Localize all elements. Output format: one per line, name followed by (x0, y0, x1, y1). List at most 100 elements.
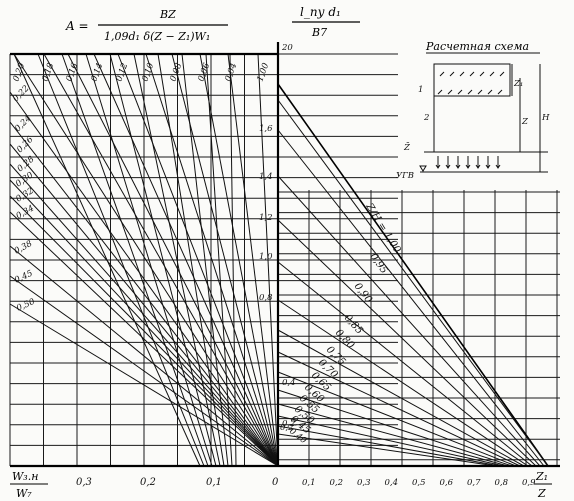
left-axis-label-num: W₃.н (12, 470, 38, 483)
zh-value-labels: Z/H = 1,00 0,95 0,90 0,85 0,80 0,75 0,70… (280, 201, 403, 446)
right-axis-ticks: 0,1 0,2 0,3 0,4 0,5 0,6 0,7 0,8 0,9 (302, 478, 536, 488)
y-tick: 1,6 (259, 124, 273, 134)
x-tick-left: 0,2 (140, 477, 156, 488)
scheme-label-1: 1 (418, 85, 423, 95)
a-ray (43, 53, 279, 467)
a-ray (67, 53, 279, 467)
a-ray (205, 53, 233, 467)
a-ray (133, 53, 221, 467)
x-tick-zero: 0 (272, 477, 279, 488)
zh-ray (277, 433, 497, 467)
a-label: 0,06 (196, 61, 212, 83)
formula-left-denominator: 1,09d₁ δ(Z − Z₁)W₁ (104, 30, 210, 43)
a-label: 0,24 (13, 114, 33, 134)
left-axis-label: W₃.н W₇ (10, 470, 48, 500)
zh-ray (277, 99, 549, 467)
zh-ray (277, 351, 521, 467)
zh-ray (277, 329, 525, 467)
formula-right: l_пу d₁ B7 (292, 5, 360, 39)
a-ray (181, 53, 229, 467)
a-label: 0,30 (14, 170, 36, 189)
zh-rays (277, 83, 549, 467)
a-ray (61, 53, 209, 467)
x-tick-right: 0,4 (385, 478, 399, 488)
scheme-label-h: H (541, 113, 550, 123)
a-label: 0,16 (64, 61, 80, 83)
a-ray (145, 53, 279, 467)
a-label: 0,50 (15, 297, 37, 314)
a-ray (227, 53, 279, 467)
y-tick: 0,2 (282, 419, 296, 429)
a-ray (9, 163, 279, 467)
zh-label: 0,2 (280, 423, 294, 433)
scheme-label-z1: Z₁ (513, 79, 523, 89)
a-ray (9, 275, 279, 467)
zh-ray (277, 415, 505, 467)
a-ray (37, 53, 205, 467)
y-tick: 1,4 (259, 172, 273, 182)
a-ray (85, 53, 213, 467)
a-ray (229, 53, 237, 467)
left-axis-ticks: 0,3 0,2 0,1 0 (76, 477, 279, 488)
x-tick-right: 0,3 (357, 478, 371, 488)
scheme-ground-block (433, 63, 511, 97)
a-ray (257, 53, 279, 467)
a-label: 0,04 (223, 62, 239, 83)
a-label: 0,08 (168, 61, 184, 83)
x-tick-right: 0,1 (302, 478, 316, 488)
a-rays (9, 53, 279, 467)
y-tick-top: 20 (281, 43, 293, 53)
grid-lines (9, 53, 560, 466)
scheme-label-zbar: Z̄ (403, 141, 411, 153)
scheme-ugv-marker (419, 165, 427, 172)
left-axis-label-den: W₇ (16, 487, 32, 500)
a-ray (9, 143, 279, 467)
scheme-flow-arrows (435, 156, 501, 169)
formula-right-numerator: l_пу d₁ (300, 5, 341, 19)
scheme-label-z: Z (521, 117, 529, 127)
right-axis-label-den: Z (537, 487, 546, 500)
formula-left-numerator: BZ (159, 8, 176, 21)
zh-ray (277, 261, 533, 467)
scheme-label-ugv: УГВ (396, 171, 414, 181)
a-ray (9, 245, 279, 467)
zh-ray (277, 83, 549, 467)
a-ray (13, 53, 279, 467)
a-ray (157, 53, 225, 467)
a-ray (9, 195, 279, 467)
x-tick-right: 0,5 (412, 478, 426, 488)
a-ray (9, 121, 279, 467)
scheme-title: Расчетная схема (425, 40, 529, 53)
x-tick-right: 0,9 (522, 478, 536, 488)
y-tick: 0,4 (282, 378, 296, 388)
zh-ray (277, 425, 501, 467)
x-tick-left: 0,3 (76, 477, 92, 488)
x-tick-right: 0,6 (440, 478, 454, 488)
zh-ray (277, 299, 529, 467)
x-tick-right: 0,2 (330, 478, 344, 488)
x-tick-right: 0,8 (495, 478, 509, 488)
calculation-scheme: Расчетная схема 1 2 Z₁ Z H Z̄ УГВ (396, 40, 550, 181)
zh-ray (277, 403, 509, 467)
a-ray (9, 91, 279, 467)
zh-ray (277, 389, 513, 467)
zh-ray (277, 129, 545, 467)
formula-left: A = BZ 1,09d₁ δ(Z − Z₁)W₁ (65, 8, 228, 43)
a-ray (117, 53, 279, 467)
a-ray (9, 179, 279, 467)
y-axis-ticks: 20 1,6 1,4 1,2 1,0 0,8 0,4 0,2 (259, 43, 296, 429)
y-tick: 1,0 (259, 252, 273, 262)
a-label: 0,38 (13, 239, 35, 257)
x-tick-right: 0,7 (467, 478, 481, 488)
y-tick: 1,2 (259, 213, 273, 223)
scheme-label-2: 2 (423, 113, 429, 123)
a-ray (13, 53, 201, 467)
a-label: 1,00 (255, 61, 271, 83)
a-label: 0,14 (89, 62, 105, 83)
scheme-hatching (437, 71, 505, 95)
zh-ray (277, 371, 517, 467)
a-ray (9, 303, 279, 467)
a-ray (199, 53, 279, 467)
formula-right-denominator: B7 (311, 26, 327, 39)
